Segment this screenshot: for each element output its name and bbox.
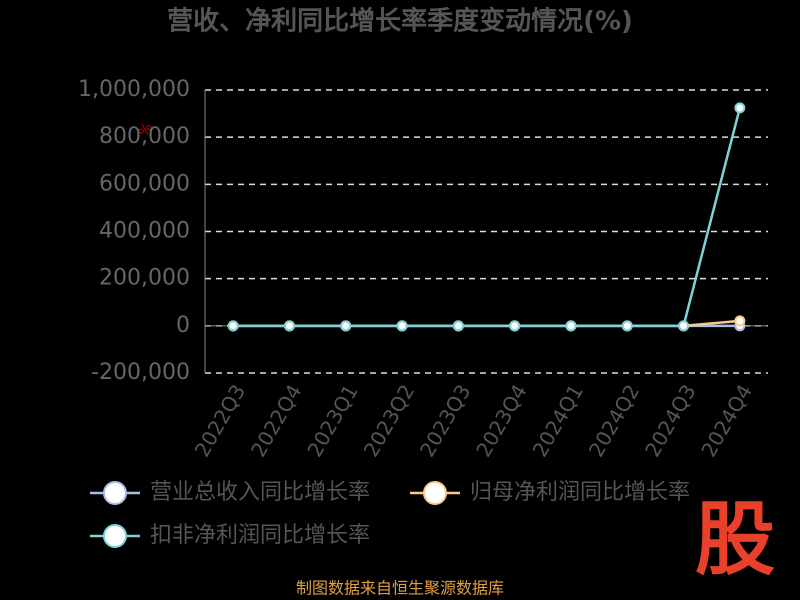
data-point	[283, 320, 295, 332]
data-point	[678, 320, 690, 332]
x-tick-label: 2022Q4	[246, 380, 306, 461]
y-tick-label: 200,000	[99, 266, 190, 291]
x-tick-label: 2023Q1	[302, 380, 362, 461]
legend-label: 归母净利润同比增长率	[470, 480, 690, 505]
y-tick-label: 0	[176, 313, 190, 338]
y-tick-label: 400,000	[99, 219, 190, 244]
legend-label: 营业总收入同比增长率	[150, 480, 370, 505]
data-point	[452, 320, 464, 332]
watermark-logo: 股	[695, 493, 775, 586]
data-point	[509, 320, 521, 332]
data-point	[621, 320, 633, 332]
data-point	[734, 315, 746, 327]
data-point	[396, 320, 408, 332]
source-note: 制图数据来自恒生聚源数据库	[296, 579, 504, 598]
x-tick-label: 2024Q3	[640, 380, 700, 461]
x-tick-label: 2023Q2	[359, 380, 419, 461]
legend-marker	[423, 481, 447, 505]
legend-label: 扣非净利润同比增长率	[150, 523, 370, 548]
data-point	[734, 102, 746, 114]
chart-title: 营收、净利同比增长率季度变动情况(%)	[167, 6, 633, 37]
series-line	[233, 107, 742, 328]
x-tick-label: 2024Q1	[528, 380, 588, 461]
y-tick-label: 600,000	[99, 171, 190, 196]
x-tick-label: 2023Q3	[415, 380, 475, 461]
data-point	[227, 320, 239, 332]
y-tick-label: -200,000	[91, 360, 190, 385]
data-point	[340, 320, 352, 332]
y-tick-label: 800,000	[99, 124, 190, 149]
x-tick-label: 2024Q2	[584, 380, 644, 461]
legend-marker	[103, 481, 127, 505]
x-tick-label: 2023Q4	[471, 380, 531, 461]
y-tick-label: 1,000,000	[78, 77, 190, 102]
data-point	[565, 320, 577, 332]
legend-marker	[103, 524, 127, 548]
x-tick-label: 2022Q3	[190, 380, 250, 461]
x-tick-label: 2024Q4	[696, 380, 756, 461]
